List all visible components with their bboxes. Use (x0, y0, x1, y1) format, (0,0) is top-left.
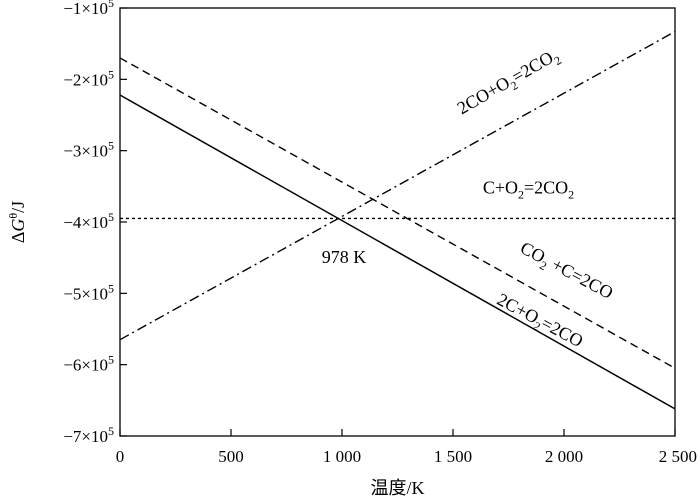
series-label-co_o2_co2: 2CO+O2=2CO2 (454, 44, 564, 121)
y-tick-label: −3×105 (63, 139, 114, 161)
y-tick-label: −4×105 (63, 210, 114, 232)
series-label-c_o2_co2: C+O2=2CO2 (483, 177, 574, 201)
y-tick-label: −2×105 (63, 67, 114, 89)
y-tick-label: −5×105 (63, 281, 114, 303)
x-tick-label: 2 500 (659, 447, 697, 466)
x-tick-label: 0 (116, 447, 125, 466)
series-label-c_o2_co: 2C+O2=2CO (492, 289, 587, 354)
plot-area-frame (119, 7, 676, 437)
y-tick-label: −7×105 (63, 424, 114, 446)
series-label-co2_c_co: CO2 +C=2CO (515, 237, 616, 306)
y-tick-label: −6×105 (63, 353, 114, 375)
series-line-co2_c_co (119, 57, 676, 369)
series-line-c_o2_co (119, 94, 676, 410)
y-tick-label: −1×105 (63, 0, 114, 18)
y-axis-title-text: ΔGθ/J (6, 201, 28, 243)
series-line-co_o2_co2 (119, 30, 676, 341)
x-tick-label: 1 500 (434, 447, 472, 466)
x-tick-label: 500 (218, 447, 244, 466)
y-axis-title: ΔGθ/J (6, 201, 28, 243)
x-tick-label: 1 000 (323, 447, 361, 466)
x-axis-title: 温度/K (371, 478, 425, 498)
x-tick-label: 2 000 (545, 447, 583, 466)
intersection-annotation: 978 K (322, 247, 367, 267)
